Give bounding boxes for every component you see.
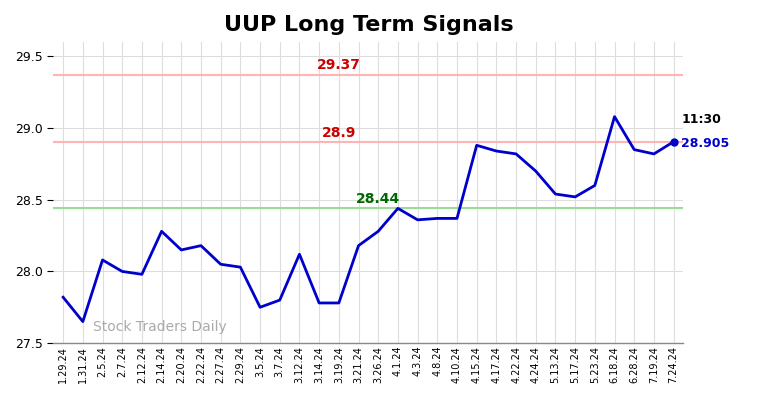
Text: 28.44: 28.44 bbox=[356, 192, 401, 206]
Text: 29.37: 29.37 bbox=[317, 59, 361, 72]
Text: Stock Traders Daily: Stock Traders Daily bbox=[93, 320, 227, 334]
Text: 28.9: 28.9 bbox=[321, 126, 356, 140]
Title: UUP Long Term Signals: UUP Long Term Signals bbox=[223, 15, 514, 35]
Text: 28.905: 28.905 bbox=[681, 137, 730, 150]
Text: 11:30: 11:30 bbox=[681, 113, 721, 126]
